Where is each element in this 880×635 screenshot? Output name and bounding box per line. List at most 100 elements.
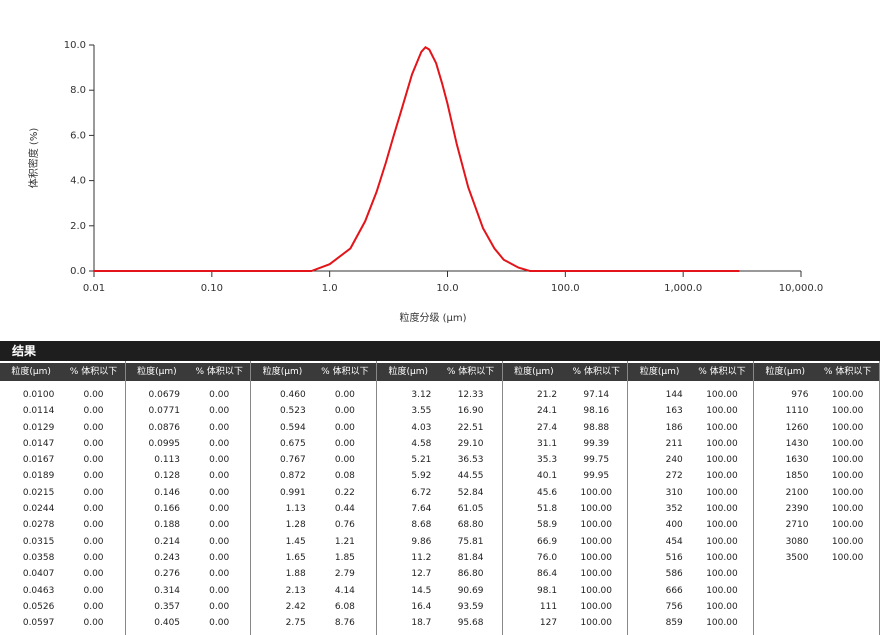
column-group: 粒度(µm)% 体积以下 0.0679 0.00 0.0771 0.00 0.0876 0.… [125, 361, 252, 635]
table-cell: 44.55 [457, 471, 484, 482]
table-row: 3.12 12.33 [377, 387, 502, 403]
table-cell: 100.00 [580, 487, 613, 498]
header-cell: % 体积以下 [446, 367, 495, 377]
table-cell: 27.4 [537, 422, 558, 433]
table-row: 24.1 98.16 [503, 403, 628, 419]
table-cell: 100.00 [706, 618, 738, 629]
table-cell: 100.00 [706, 438, 738, 449]
table-cell: 2100 [785, 487, 809, 498]
table-cell: 0.08 [334, 471, 355, 482]
table-row: 40.1 99.95 [503, 468, 628, 484]
table-row: 0.0315 0.00 [0, 534, 125, 550]
table-row: 12.7 86.80 [377, 566, 502, 582]
table-cell: 0.0147 [22, 438, 55, 449]
table-row: 400 100.00 [628, 517, 753, 533]
table-cell: 0.675 [279, 438, 306, 449]
table-cell: 1.88 [285, 569, 306, 580]
table-cell: 100.00 [831, 455, 864, 466]
table-row: 0.0278 0.00 [0, 517, 125, 533]
table-cell: 2390 [785, 504, 809, 515]
table-row: 1.65 1.85 [251, 550, 376, 566]
table-cell: 0.00 [209, 438, 230, 449]
table-cell: 1.21 [334, 536, 355, 547]
table-cell: 0.0995 [148, 438, 181, 449]
table-cell: 2710 [785, 520, 809, 531]
table-cell: 516 [665, 552, 683, 563]
header-cell: % 体积以下 [698, 367, 746, 377]
table-row: 0.0876 0.00 [126, 420, 251, 436]
table-cell: 0.0358 [22, 552, 55, 563]
table-cell: 52.84 [457, 487, 484, 498]
x-axis-label: 粒度分级 (µm) [399, 311, 466, 324]
table-row: 0.113 0.00 [126, 452, 251, 468]
table-row: 2.13 4.14 [251, 583, 376, 599]
table-cell: 0.0100 [22, 390, 55, 400]
table-title: 结果 [0, 341, 880, 361]
table-row: 0.243 0.00 [126, 550, 251, 566]
table-cell: 45.6 [537, 487, 558, 498]
table-cell: 12.7 [411, 569, 432, 580]
table-cell: 0.0129 [22, 422, 55, 433]
table-row: 1430 100.00 [754, 436, 879, 452]
table-cell: 100.00 [831, 438, 864, 449]
table-cell: 0.00 [209, 569, 230, 580]
table-cell: 0.0679 [148, 390, 181, 400]
table-cell: 100.00 [580, 520, 613, 531]
table-cell: 0.00 [334, 406, 355, 417]
table-row: 310 100.00 [628, 485, 753, 501]
table-row: 2710 100.00 [754, 517, 879, 533]
table-row: 0.0771 0.00 [126, 403, 251, 419]
table-row: 45.6 100.00 [503, 485, 628, 501]
table-cell: 97.14 [583, 390, 610, 400]
table-cell: 0.00 [209, 390, 230, 400]
table-cell: 0.00 [334, 422, 355, 433]
table-cell: 68.80 [457, 520, 484, 531]
table-cell: 75.81 [457, 536, 484, 547]
table-cell: 163 [665, 406, 683, 417]
table-row: 211 100.00 [628, 436, 753, 452]
y-axis-label: 体积密度 (%) [27, 128, 40, 189]
table-cell: 0.0167 [22, 455, 55, 466]
table-row: 16.4 93.59 [377, 599, 502, 615]
table-cell: 100.00 [580, 504, 613, 515]
table-row: 31.1 99.39 [503, 436, 628, 452]
header-row: 粒度(µm) % 体积以下 [251, 363, 377, 381]
table-row: 1.45 1.21 [251, 534, 376, 550]
table-cell: 0.357 [154, 601, 181, 612]
table-cell: 111 [539, 601, 558, 612]
x-tick-label: 1.0 [322, 283, 338, 294]
table-row: 0.0597 0.00 [0, 615, 125, 631]
table-cell: 100.00 [706, 390, 738, 400]
table-cell: 0.276 [154, 569, 181, 580]
table-cell: 0.76 [334, 520, 355, 531]
table-cell: 0.243 [154, 552, 181, 563]
results-table: 结果 粒度(µm)% 体积以下 0.0100 0.00 0.0114 0.00 0.012… [0, 341, 880, 635]
table-cell: 100.00 [831, 552, 864, 563]
table-row: 14.5 90.69 [377, 583, 502, 599]
table-row: 0.460 0.00 [251, 387, 376, 403]
table-row: 1.88 2.79 [251, 566, 376, 582]
table-cell: 66.9 [537, 536, 558, 547]
table-cell: 95.68 [457, 618, 484, 629]
table-cell: 0.0278 [22, 520, 55, 531]
table-row: 3500 100.00 [754, 550, 879, 566]
table-cell: 0.166 [154, 504, 181, 515]
table-cell: 100.00 [706, 471, 738, 482]
table-cell: 272 [665, 471, 683, 482]
table-cell: 99.95 [583, 471, 610, 482]
table-row: 35.3 99.75 [503, 452, 628, 468]
table-row: 2.42 6.08 [251, 599, 376, 615]
table-cell: 1.65 [285, 552, 306, 563]
column-body: 21.2 97.14 24.1 98.16 27.4 98.88 31.1 99.39 35.3… [503, 381, 628, 631]
table-cell: 3.55 [411, 406, 432, 417]
table-row: 0.0679 0.00 [126, 387, 251, 403]
table-cell: 0.0597 [22, 618, 55, 629]
header-row: 粒度(µm) % 体积以下 [125, 363, 251, 381]
table-cell: 58.9 [537, 520, 558, 531]
table-cell: 98.1 [537, 585, 558, 596]
table-cell: 5.92 [411, 471, 432, 482]
header-cell: 粒度(µm) [765, 367, 806, 377]
table-row: 86.4 100.00 [503, 566, 628, 582]
table-row: 0.0114 0.00 [0, 403, 125, 419]
table-row: 0.0189 0.00 [0, 468, 125, 484]
